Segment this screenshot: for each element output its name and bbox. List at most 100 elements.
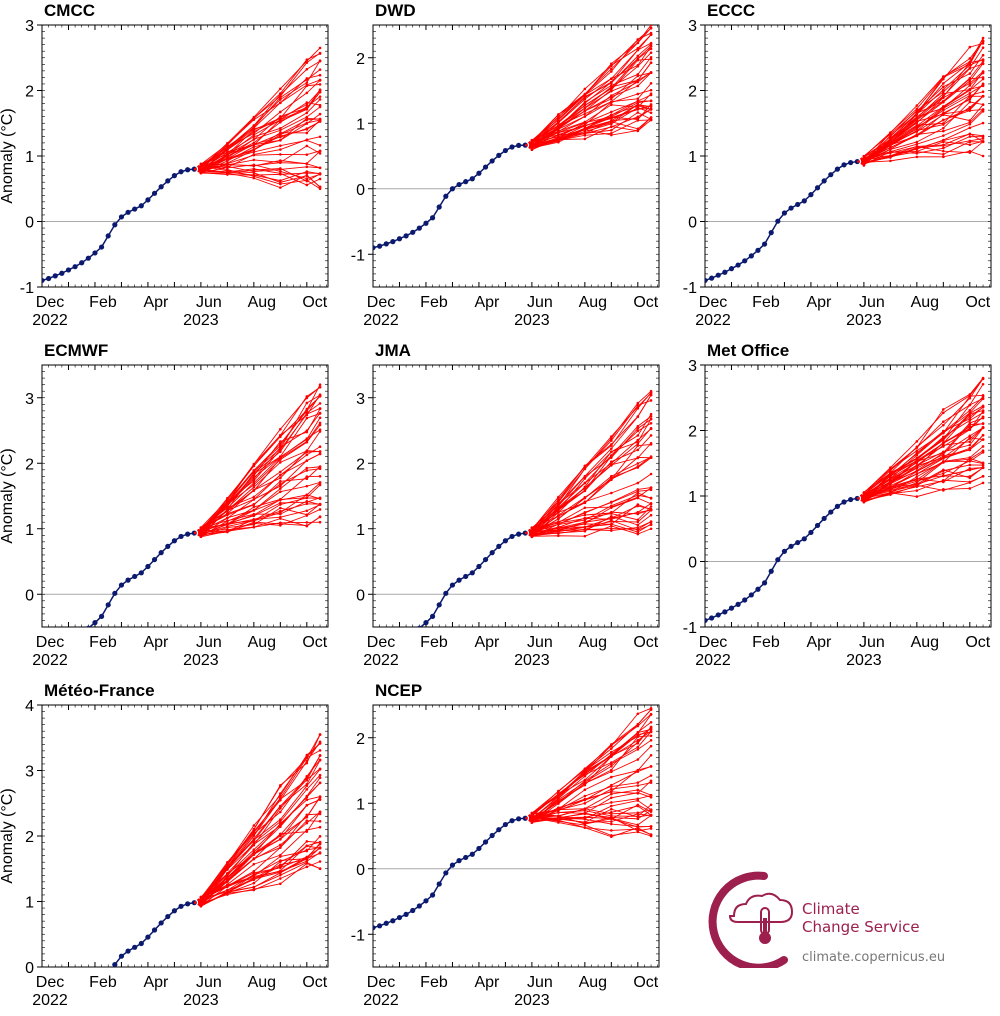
forecast-point	[319, 846, 322, 849]
forecast-point	[279, 446, 282, 449]
forecast-point	[889, 473, 892, 476]
forecast-point	[650, 413, 653, 416]
forecast-point	[279, 471, 282, 474]
forecast-point	[916, 129, 919, 132]
forecast-point	[306, 81, 309, 84]
forecast-point	[306, 119, 309, 122]
observed-point	[79, 260, 84, 265]
observed-point	[509, 144, 514, 149]
forecast-point	[942, 442, 945, 445]
forecast-point	[253, 130, 256, 133]
y-tick-label: 1	[25, 895, 34, 912]
observed-point	[86, 256, 91, 261]
observed-point	[185, 901, 190, 906]
observed-point	[503, 822, 508, 827]
observed-line	[373, 145, 525, 248]
observed-point	[92, 620, 97, 625]
forecast-point	[637, 404, 640, 407]
forecast-point	[916, 446, 919, 449]
forecast-point	[610, 126, 613, 129]
panel-title: Met Office	[707, 341, 789, 360]
forecast-point	[319, 402, 322, 405]
forecast-point	[306, 172, 309, 175]
forecast-point	[969, 477, 972, 480]
x-tick-label: Feb	[420, 294, 448, 311]
observed-point	[119, 214, 124, 219]
forecast-point	[319, 754, 322, 757]
forecast-point	[306, 467, 309, 470]
observed-point	[716, 273, 721, 278]
forecast-point	[650, 89, 653, 92]
forecast-point	[319, 59, 322, 62]
forecast-point	[916, 473, 919, 476]
observed-point	[503, 538, 508, 543]
forecast-point	[319, 508, 322, 511]
x-tick-label: Oct	[302, 974, 327, 991]
forecast-point	[637, 828, 640, 831]
forecast-point	[916, 133, 919, 136]
forecast-point	[279, 792, 282, 795]
y-tick-label: 3	[688, 358, 697, 375]
observed-point	[92, 992, 97, 997]
x-year-label: 2022	[32, 652, 68, 669]
forecast-point	[650, 486, 653, 489]
forecast-point	[942, 134, 945, 137]
forecast-point	[650, 520, 653, 523]
forecast-point	[942, 86, 945, 89]
forecast-point	[253, 858, 256, 861]
plot-frame	[42, 365, 328, 627]
forecast-point	[942, 411, 945, 414]
forecast-point	[279, 179, 282, 182]
forecast-point	[637, 746, 640, 749]
forecast-point	[637, 735, 640, 738]
forecast-point	[942, 468, 945, 471]
observed-point	[755, 248, 760, 253]
forecast-point	[610, 829, 613, 832]
forecast-point	[253, 878, 256, 881]
observed-point	[841, 499, 846, 504]
observed-point	[423, 221, 428, 226]
observed-point	[470, 176, 475, 181]
observed-point	[132, 574, 137, 579]
forecast-point	[650, 427, 653, 430]
forecast-point	[306, 501, 309, 504]
forecast-point	[637, 497, 640, 500]
forecast-point	[253, 844, 256, 847]
observed-point	[788, 205, 793, 210]
forecast-point	[306, 788, 309, 791]
forecast-point	[279, 135, 282, 138]
observed-point	[178, 534, 183, 539]
observed-point	[729, 266, 734, 271]
forecast-point	[650, 489, 653, 492]
forecast-point	[279, 161, 282, 164]
forecast-point	[610, 84, 613, 87]
forecast-point	[306, 866, 309, 869]
x-tick-label: Feb	[89, 974, 117, 991]
forecast-point	[982, 461, 985, 464]
x-year-label: 2022	[363, 652, 399, 669]
forecast-point	[610, 755, 613, 758]
observed-point	[159, 550, 164, 555]
forecast-point	[306, 856, 309, 859]
observed-point	[404, 912, 409, 917]
observed-point	[749, 592, 754, 597]
y-tick-label: 4	[25, 698, 34, 715]
panel-title: CMCC	[44, 1, 95, 20]
forecast-point	[889, 144, 892, 147]
forecast-point	[253, 830, 256, 833]
observed-point	[112, 962, 117, 967]
panel-title: ECCC	[707, 1, 755, 20]
forecast-point	[982, 122, 985, 125]
forecast-point	[200, 165, 203, 168]
forecast-point	[889, 490, 892, 493]
forecast-point	[863, 496, 866, 499]
forecast-point	[306, 844, 309, 847]
observed-point	[73, 1007, 78, 1011]
y-tick-label: 2	[356, 456, 365, 473]
forecast-point	[610, 801, 613, 804]
forecast-point	[557, 138, 560, 141]
observed-point	[463, 855, 468, 860]
forecast-point	[650, 810, 653, 813]
observed-point	[456, 858, 461, 863]
